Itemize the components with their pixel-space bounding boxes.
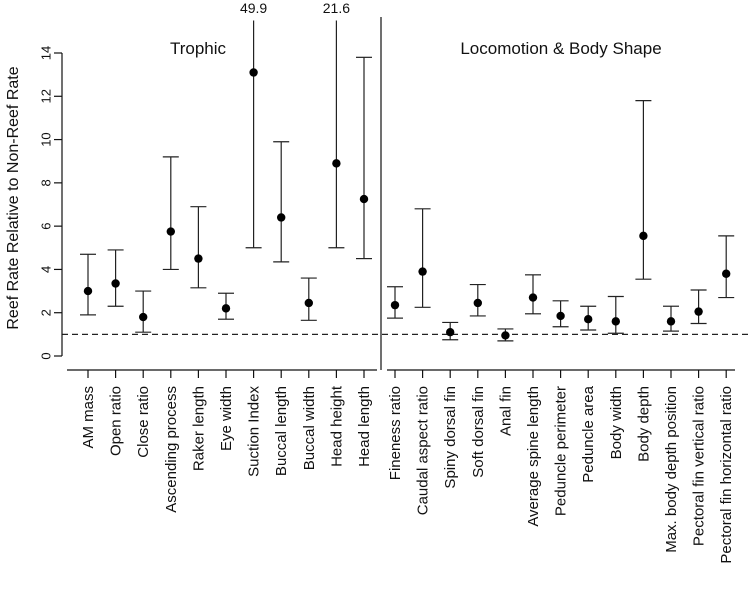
category-label: Anal fin [497, 386, 514, 436]
y-axis: 0 2 4 6 8 10 12 14 [39, 46, 63, 360]
category-label: Buccal width [301, 386, 318, 470]
data-point [139, 312, 148, 322]
overflow-value-label: 49.9 [240, 0, 267, 16]
group-label: Trophic [170, 39, 227, 58]
data-point [639, 231, 648, 241]
data-point [722, 269, 731, 278]
category-label: Soft dorsal fin [470, 386, 487, 478]
data-point [446, 327, 455, 337]
category-label: Peduncle perimeter [553, 386, 570, 516]
category-label: Fineness ratio [387, 386, 404, 480]
data-marks [80, 20, 735, 342]
data-point [304, 298, 313, 308]
data-point [359, 194, 369, 204]
y-tick-label: 4 [39, 266, 54, 273]
category-label: Open ratio [108, 386, 125, 456]
data-point [556, 311, 565, 321]
category-label: Pectoral fin vertical ratio [691, 386, 708, 546]
data-point [249, 68, 258, 77]
category-labels: Trophic AM mass Open ratio Close ratio Ascen… [80, 0, 735, 564]
category-label: Close ratio [135, 386, 152, 458]
data-point [611, 317, 620, 326]
plot-area [62, 17, 748, 370]
data-point [277, 213, 286, 222]
y-tick-label: 0 [39, 352, 54, 359]
category-label: Pectoral fin horizontal ratio [718, 386, 735, 564]
category-label: Buccal length [273, 386, 290, 476]
data-point [473, 298, 482, 308]
category-label: Peduncle area [580, 385, 597, 482]
category-label: Head height [328, 385, 345, 467]
category-label: Suction Index [246, 386, 263, 477]
category-label: Caudal aspect ratio [415, 386, 432, 515]
data-point [166, 227, 175, 236]
category-label: Body depth [635, 386, 652, 462]
data-point [528, 293, 538, 302]
x-axes [67, 369, 735, 378]
category-label: Ascending process [163, 386, 180, 513]
data-point [111, 279, 120, 288]
data-point [694, 307, 703, 316]
data-point [418, 267, 427, 276]
data-point [390, 300, 400, 310]
category-label: Max. body depth position [663, 386, 680, 553]
data-point [666, 317, 676, 326]
group-label: Locomotion & Body Shape [460, 39, 661, 58]
overflow-value-label: 21.6 [323, 0, 350, 16]
category-label: Raker length [190, 386, 207, 471]
y-tick-label: 12 [39, 89, 54, 103]
y-axis-label: Reef Rate Relative to Non-Reef Rate [5, 66, 22, 329]
category-label: Body width [608, 386, 625, 459]
category-label: Head length [356, 386, 373, 467]
data-point [501, 331, 510, 340]
category-label: Average spine length [525, 386, 542, 527]
category-label: Eye width [218, 386, 235, 451]
data-point [83, 286, 93, 296]
category-label: Spiny dorsal fin [442, 386, 459, 489]
category-label: AM mass [80, 386, 97, 449]
data-point [221, 304, 231, 313]
data-point [584, 315, 593, 324]
y-tick-label: 14 [39, 46, 54, 60]
data-point [194, 254, 203, 263]
y-tick-label: 8 [39, 179, 54, 186]
y-tick-label: 6 [39, 223, 54, 230]
data-point [332, 159, 341, 168]
y-tick-label: 2 [39, 309, 54, 316]
y-tick-label: 10 [39, 132, 54, 146]
